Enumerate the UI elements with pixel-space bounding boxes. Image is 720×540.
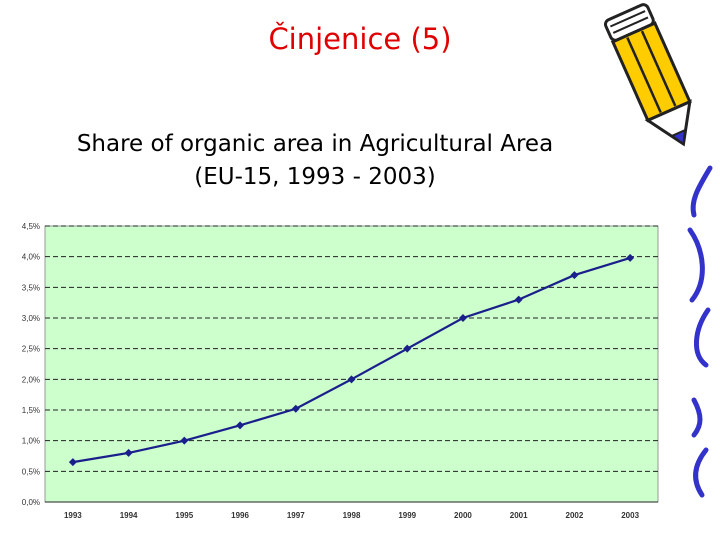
data-point xyxy=(124,448,133,457)
squiggle-decoration xyxy=(687,165,713,498)
y-tick-label: 0,5% xyxy=(22,467,40,476)
line-chart: 0,0% 0,5% 1,0% 1,5% 2,0% 2,5% 3,0% 3,5% 4,0% 4,5%… xyxy=(22,222,659,520)
x-tick-label: 1997 xyxy=(287,511,305,520)
x-tick-label: 1996 xyxy=(231,511,249,520)
x-axis-ticks: 1993 1994 1995 1996 1997 1998 1999 2000 2001 2002… xyxy=(64,511,640,520)
data-point xyxy=(514,295,523,304)
y-tick-label: 2,5% xyxy=(22,345,40,354)
data-point xyxy=(68,458,77,467)
slide-title: Činjenice (5) xyxy=(268,22,452,56)
x-tick-label: 2001 xyxy=(510,511,528,520)
x-tick-label: 1995 xyxy=(175,511,193,520)
data-point xyxy=(570,271,579,280)
x-tick-label: 1998 xyxy=(343,511,361,520)
y-tick-label: 4,5% xyxy=(22,222,40,231)
data-point xyxy=(180,436,189,445)
x-tick-label: 2000 xyxy=(454,511,472,520)
data-point xyxy=(291,404,300,413)
x-tick-label: 2003 xyxy=(621,511,639,520)
y-tick-label: 2,0% xyxy=(22,375,40,384)
plot-area xyxy=(44,225,659,503)
pencil-icon xyxy=(603,3,692,147)
x-tick-label: 1994 xyxy=(120,511,138,520)
y-tick-label: 1,0% xyxy=(22,437,40,446)
x-tick-label: 1999 xyxy=(398,511,416,520)
y-axis-ticks: 0,0% 0,5% 1,0% 1,5% 2,0% 2,5% 3,0% 3,5% 4,0% 4,5% xyxy=(22,222,40,507)
y-tick-label: 0,0% xyxy=(22,498,40,507)
data-point xyxy=(403,344,412,353)
data-point xyxy=(347,375,356,384)
data-point xyxy=(626,253,635,262)
subtitle-line-1: Share of organic area in Agricultural Ar… xyxy=(76,131,554,157)
data-points xyxy=(68,253,635,467)
data-point xyxy=(236,421,245,430)
subtitle-line-2: (EU-15, 1993 - 2003) xyxy=(194,164,436,190)
y-tick-label: 1,5% xyxy=(22,406,40,415)
x-tick-label: 1993 xyxy=(64,511,82,520)
chart-subtitle: Share of organic area in Agricultural Ar… xyxy=(30,128,600,194)
data-point xyxy=(458,314,467,322)
y-tick-label: 3,0% xyxy=(22,314,40,323)
y-tick-label: 3,5% xyxy=(22,283,40,292)
x-tick-label: 2002 xyxy=(566,511,584,520)
y-tick-label: 4,0% xyxy=(22,253,40,262)
